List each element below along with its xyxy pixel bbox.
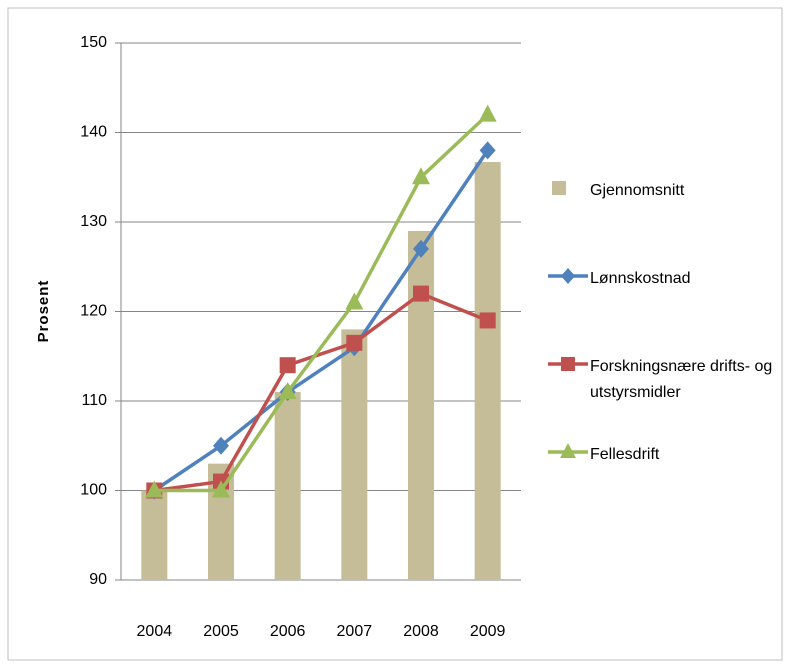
x-tick-label: 2007 bbox=[337, 623, 373, 640]
legend-swatch-bar bbox=[552, 181, 566, 195]
bar bbox=[274, 392, 301, 580]
bar bbox=[141, 490, 168, 580]
y-tick-label: 110 bbox=[81, 392, 107, 409]
legend-label: Forskningsnære drifts- og utstyrsmidler bbox=[590, 358, 773, 401]
marker bbox=[345, 292, 364, 310]
legend-label: Lønnskostnad bbox=[590, 270, 691, 287]
legend-item: Lønnskostnad bbox=[548, 258, 788, 346]
line bbox=[154, 113, 489, 493]
legend-swatch bbox=[548, 268, 588, 284]
y-tick-label: 140 bbox=[80, 124, 107, 141]
legend-item: Fellesdrift bbox=[548, 434, 788, 522]
legend-item: Forskningsnære drifts- og utstyrsmidler bbox=[548, 346, 788, 434]
y-axis-label: Prosent bbox=[35, 280, 52, 343]
y-tick-label: 90 bbox=[89, 571, 107, 588]
legend-swatch bbox=[548, 443, 588, 458]
x-tick-label: 2006 bbox=[270, 623, 306, 640]
line bbox=[154, 291, 489, 493]
legend-label: Fellesdrift bbox=[590, 446, 660, 463]
y-tick-label: 150 bbox=[80, 34, 107, 51]
chart-border bbox=[7, 7, 783, 661]
marker bbox=[346, 334, 363, 351]
bar bbox=[341, 329, 368, 580]
line bbox=[153, 149, 490, 492]
legend-marker bbox=[560, 443, 576, 458]
y-tick-label: 100 bbox=[80, 482, 107, 499]
legend: Gjennomsnitt Lønnskostnad Forskningsnære d… bbox=[548, 170, 788, 522]
marker bbox=[279, 357, 296, 374]
marker bbox=[413, 239, 429, 258]
legend-swatch bbox=[548, 357, 588, 371]
bar bbox=[474, 162, 501, 580]
marker bbox=[145, 480, 164, 498]
marker bbox=[413, 285, 429, 302]
legend-swatch bbox=[552, 181, 566, 195]
x-tick-label: 2008 bbox=[403, 623, 439, 640]
marker bbox=[479, 312, 496, 329]
marker bbox=[278, 382, 297, 400]
marker bbox=[412, 167, 430, 185]
y-tick-label: 120 bbox=[80, 303, 107, 320]
legend-marker bbox=[561, 357, 575, 371]
legend-item: Gjennomsnitt bbox=[548, 170, 788, 258]
marker bbox=[478, 104, 497, 122]
marker bbox=[479, 141, 496, 160]
marker bbox=[213, 436, 229, 455]
legend-label: Gjennomsnitt bbox=[590, 182, 685, 199]
legend-marker bbox=[561, 268, 575, 284]
x-tick-label: 2004 bbox=[137, 623, 173, 640]
bar bbox=[408, 230, 434, 580]
marker bbox=[212, 480, 230, 498]
y-tick-label: 130 bbox=[80, 213, 107, 230]
x-tick-label: 2005 bbox=[203, 623, 239, 640]
x-tick-label: 2009 bbox=[470, 623, 506, 640]
